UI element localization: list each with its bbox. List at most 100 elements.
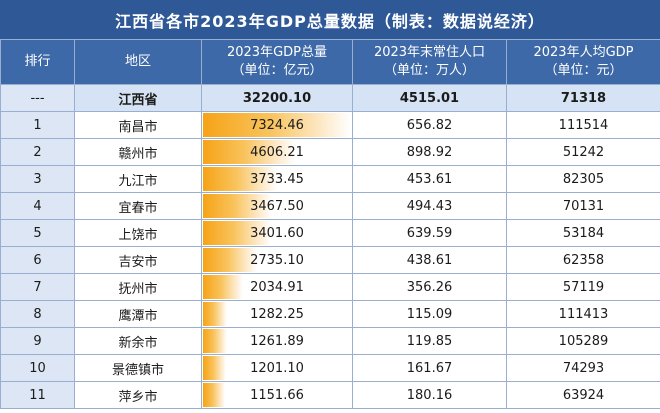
row-per-capita: 111413 bbox=[506, 300, 660, 328]
gdp-table: 排行 地区 2023年GDP总量 （单位：亿元） 2023年末常住人口 （单位：… bbox=[0, 39, 660, 409]
row-population: 898.92 bbox=[352, 138, 507, 166]
row-gdp-value: 2034.91 bbox=[250, 279, 304, 295]
gdp-data-bar bbox=[203, 329, 227, 353]
row-per-capita: 74293 bbox=[506, 354, 660, 382]
row-gdp: 3733.45 bbox=[201, 165, 353, 193]
header-rank: 排行 bbox=[0, 39, 75, 85]
row-per-capita: 105289 bbox=[506, 327, 660, 355]
row-gdp-value: 1151.66 bbox=[250, 387, 304, 403]
header-gdp: 2023年GDP总量 （单位：亿元） bbox=[201, 39, 353, 85]
row-population: 115.09 bbox=[352, 300, 507, 328]
header-per-capita-label: 2023年人均GDP bbox=[533, 45, 634, 60]
gdp-data-bar bbox=[203, 302, 228, 326]
row-gdp-value: 2735.10 bbox=[250, 252, 304, 268]
total-per-capita: 71318 bbox=[506, 84, 660, 112]
header-per-capita-unit: （单位：元） bbox=[544, 63, 623, 78]
row-per-capita: 53184 bbox=[506, 219, 660, 247]
header-region-label: 地区 bbox=[124, 54, 151, 69]
table-row: 6 吉安市 2735.10 438.61 62358 bbox=[0, 246, 660, 274]
total-population: 4515.01 bbox=[352, 84, 507, 112]
row-gdp: 7324.46 bbox=[201, 111, 353, 139]
row-gdp-value: 3733.45 bbox=[250, 171, 304, 187]
row-rank: 3 bbox=[0, 165, 75, 193]
row-gdp: 2034.91 bbox=[201, 273, 353, 301]
row-region: 吉安市 bbox=[74, 246, 202, 274]
table-row: 11 萍乡市 1151.66 180.16 63924 bbox=[0, 381, 660, 409]
row-population: 438.61 bbox=[352, 246, 507, 274]
total-gdp: 32200.10 bbox=[201, 84, 353, 112]
table-row: 10 景德镇市 1201.10 161.67 74293 bbox=[0, 354, 660, 382]
row-rank: 11 bbox=[0, 381, 75, 409]
table-row: 8 鹰潭市 1282.25 115.09 111413 bbox=[0, 300, 660, 328]
gdp-data-bar bbox=[203, 113, 351, 137]
gdp-data-bar bbox=[203, 221, 271, 245]
row-gdp: 3401.60 bbox=[201, 219, 353, 247]
row-gdp: 2735.10 bbox=[201, 246, 353, 274]
gdp-data-bar bbox=[203, 194, 272, 218]
row-region: 九江市 bbox=[74, 165, 202, 193]
header-per-capita: 2023年人均GDP （单位：元） bbox=[506, 39, 660, 85]
row-per-capita: 70131 bbox=[506, 192, 660, 220]
row-gdp-value: 1282.25 bbox=[250, 306, 304, 322]
row-rank: 4 bbox=[0, 192, 75, 220]
row-rank: 7 bbox=[0, 273, 75, 301]
row-per-capita: 57119 bbox=[506, 273, 660, 301]
total-row: --- 江西省 32200.10 4515.01 71318 bbox=[0, 84, 660, 112]
row-gdp-value: 1261.89 bbox=[250, 333, 304, 349]
row-population: 180.16 bbox=[352, 381, 507, 409]
row-region: 南昌市 bbox=[74, 111, 202, 139]
gdp-data-bar bbox=[203, 275, 243, 299]
header-population-unit: （单位：万人） bbox=[383, 63, 475, 78]
row-region: 鹰潭市 bbox=[74, 300, 202, 328]
table-row: 2 赣州市 4606.21 898.92 51242 bbox=[0, 138, 660, 166]
row-region: 宜春市 bbox=[74, 192, 202, 220]
gdp-data-bar bbox=[203, 248, 257, 272]
header-gdp-label: 2023年GDP总量 bbox=[226, 45, 327, 60]
row-population: 656.82 bbox=[352, 111, 507, 139]
row-population: 119.85 bbox=[352, 327, 507, 355]
row-region: 景德镇市 bbox=[74, 354, 202, 382]
row-gdp: 1282.25 bbox=[201, 300, 353, 328]
header-population: 2023年末常住人口 （单位：万人） bbox=[352, 39, 507, 85]
row-population: 453.61 bbox=[352, 165, 507, 193]
row-gdp: 1151.66 bbox=[201, 381, 353, 409]
row-per-capita: 62358 bbox=[506, 246, 660, 274]
row-region: 抚州市 bbox=[74, 273, 202, 301]
row-per-capita: 63924 bbox=[506, 381, 660, 409]
row-gdp-value: 3467.50 bbox=[250, 198, 304, 214]
row-gdp: 3467.50 bbox=[201, 192, 353, 220]
row-gdp-value: 3401.60 bbox=[250, 225, 304, 241]
row-gdp-value: 4606.21 bbox=[250, 144, 304, 160]
row-gdp: 4606.21 bbox=[201, 138, 353, 166]
row-rank: 1 bbox=[0, 111, 75, 139]
row-gdp: 1201.10 bbox=[201, 354, 353, 382]
row-rank: 6 bbox=[0, 246, 75, 274]
row-population: 639.59 bbox=[352, 219, 507, 247]
gdp-data-bar bbox=[203, 140, 296, 164]
table-row: 9 新余市 1261.89 119.85 105289 bbox=[0, 327, 660, 355]
row-rank: 8 bbox=[0, 300, 75, 328]
row-per-capita: 51242 bbox=[506, 138, 660, 166]
table-title: 江西省各市2023年GDP总量数据（制表：数据说经济） bbox=[0, 0, 660, 39]
header-population-label: 2023年末常住人口 bbox=[373, 45, 486, 60]
table-row: 4 宜春市 3467.50 494.43 70131 bbox=[0, 192, 660, 220]
total-rank: --- bbox=[0, 84, 75, 112]
header-gdp-unit: （单位：亿元） bbox=[231, 63, 323, 78]
row-population: 161.67 bbox=[352, 354, 507, 382]
table-row: 3 九江市 3733.45 453.61 82305 bbox=[0, 165, 660, 193]
row-per-capita: 82305 bbox=[506, 165, 660, 193]
header-region: 地区 bbox=[74, 39, 202, 85]
table-row: 1 南昌市 7324.46 656.82 111514 bbox=[0, 111, 660, 139]
row-region: 赣州市 bbox=[74, 138, 202, 166]
gdp-data-bar bbox=[203, 383, 225, 407]
table-row: 7 抚州市 2034.91 356.26 57119 bbox=[0, 273, 660, 301]
row-gdp: 1261.89 bbox=[201, 327, 353, 355]
gdp-data-bar bbox=[203, 167, 278, 191]
row-rank: 10 bbox=[0, 354, 75, 382]
total-region: 江西省 bbox=[74, 84, 202, 112]
row-gdp-value: 1201.10 bbox=[250, 360, 304, 376]
header-rank-label: 排行 bbox=[24, 54, 51, 69]
row-gdp-value: 7324.46 bbox=[250, 117, 304, 133]
row-rank: 2 bbox=[0, 138, 75, 166]
